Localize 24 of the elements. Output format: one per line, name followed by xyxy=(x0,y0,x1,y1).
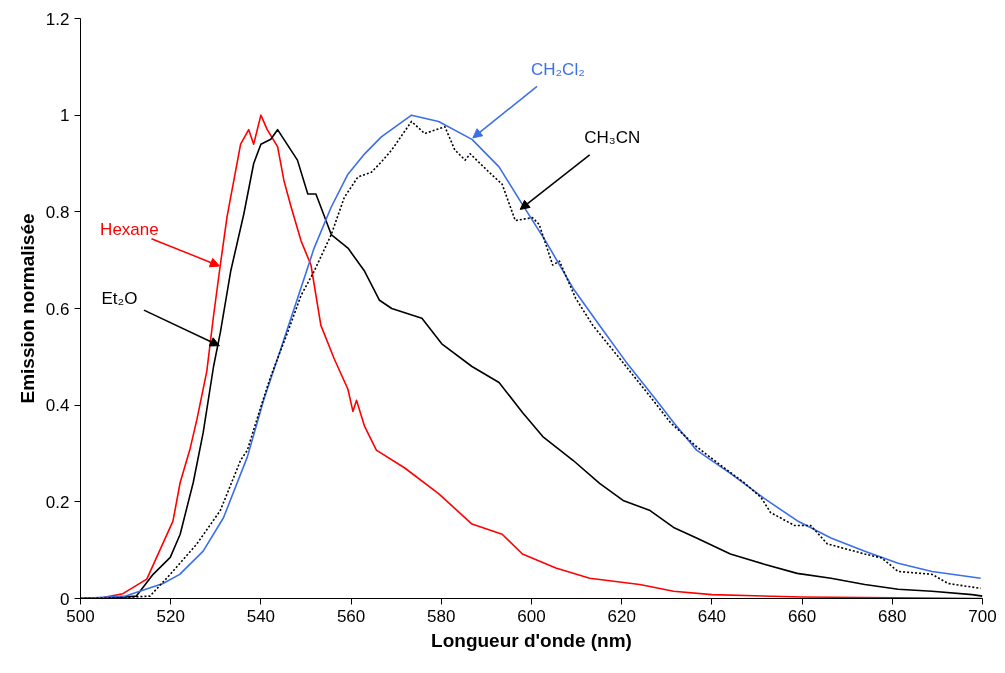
y-tick-label: 0.4 xyxy=(45,396,70,416)
x-axis-title: Longueur d'onde (nm) xyxy=(431,629,632,651)
annotation: CH₃CN xyxy=(584,127,641,147)
x-tick-label: 620 xyxy=(607,606,636,626)
x-tick-label: 520 xyxy=(156,606,185,626)
annotation: Et₂O xyxy=(101,289,138,309)
annotation: Hexane xyxy=(100,220,159,240)
x-tick-label: 500 xyxy=(66,606,95,626)
y-tick-label: 0 xyxy=(60,589,70,609)
x-tick-label: 640 xyxy=(697,606,727,626)
y-tick-label: 0.6 xyxy=(45,299,70,319)
y-tick-label: 0.2 xyxy=(45,492,70,512)
y-tick-label: 0.8 xyxy=(45,202,70,222)
x-tick-label: 580 xyxy=(427,606,456,626)
x-tick-label: 600 xyxy=(517,606,546,626)
x-tick-label: 680 xyxy=(878,606,907,626)
y-tick-label: 1 xyxy=(60,106,70,126)
x-tick-label: 660 xyxy=(787,606,817,626)
y-tick-label: 1.2 xyxy=(45,9,70,29)
annotation: CH₂Cl₂ xyxy=(530,60,585,80)
y-axis-title: Emission normalisée xyxy=(16,213,38,404)
x-tick-label: 560 xyxy=(336,606,366,626)
x-tick-label: 700 xyxy=(968,606,997,626)
x-tick-label: 540 xyxy=(246,606,276,626)
